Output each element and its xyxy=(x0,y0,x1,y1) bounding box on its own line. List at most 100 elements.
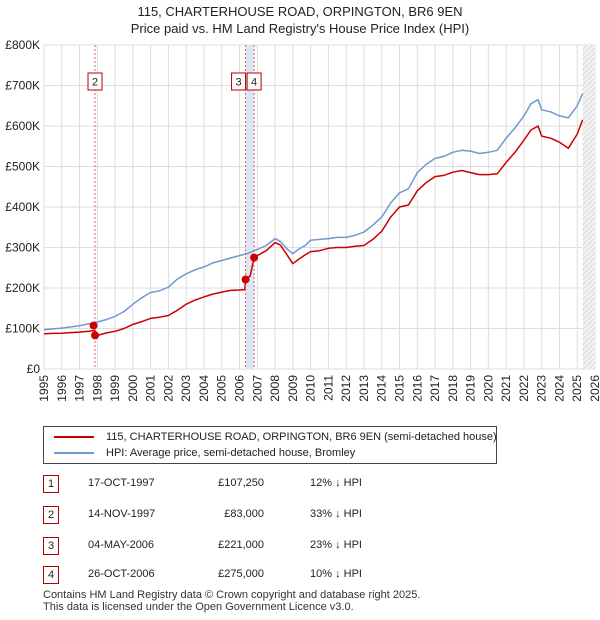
hatch-line xyxy=(582,97,595,111)
hatch-line xyxy=(582,307,595,321)
y-tick-label: £700K xyxy=(5,79,40,93)
transaction-price: £275,000 xyxy=(218,568,264,580)
y-tick-label: £300K xyxy=(5,241,40,255)
y-tick-label: £0 xyxy=(27,362,41,376)
transaction-badge: 3 xyxy=(43,537,59,555)
hatch-line xyxy=(582,347,595,361)
hatch-line xyxy=(582,47,595,61)
hatch-line xyxy=(582,302,595,316)
hatch-line xyxy=(582,172,595,186)
transaction-hpi-delta: 33% ↓ HPI xyxy=(310,508,362,520)
x-tick-label: 2016 xyxy=(410,375,424,402)
hatch-line xyxy=(582,317,595,331)
hatch-line xyxy=(582,227,595,241)
hatch-line xyxy=(582,247,595,261)
hatch-line xyxy=(582,287,595,301)
x-tick-label: 1996 xyxy=(55,375,69,402)
hatch-line xyxy=(582,112,595,126)
x-tick-label: 2021 xyxy=(499,375,513,402)
transaction-price: £107,250 xyxy=(218,477,264,489)
hatch-line xyxy=(582,257,595,271)
hatch-line xyxy=(582,292,595,306)
y-tick-label: £200K xyxy=(5,281,40,295)
highlight-band xyxy=(245,45,255,369)
transaction-hpi-delta: 23% ↓ HPI xyxy=(310,539,362,551)
hatch-line xyxy=(582,337,595,351)
legend-label-hpi: HPI: Average price, semi-detached house,… xyxy=(106,447,356,460)
future-hatch xyxy=(582,45,595,369)
x-tick-label: 2009 xyxy=(286,375,300,402)
hatch-line xyxy=(582,67,595,81)
series xyxy=(43,93,584,337)
x-tick-label: 2008 xyxy=(268,375,282,402)
hatch-line xyxy=(582,87,595,101)
hatch-line xyxy=(582,242,595,256)
sale-marker-badge xyxy=(87,72,103,91)
hpi-line xyxy=(43,93,584,331)
x-tick-label: 2002 xyxy=(161,375,175,402)
x-tick-label: 2004 xyxy=(197,375,211,402)
hatch-line xyxy=(582,162,595,176)
legend-item-property: 115, CHARTERHOUSE ROAD, ORPINGTON, BR6 9… xyxy=(54,429,497,445)
hatch-line xyxy=(582,262,595,276)
table-row: 4 26-OCT-2006 £275,000 10% ↓ HPI xyxy=(0,566,600,584)
hatch-line xyxy=(582,147,595,161)
x-tick-label: 2019 xyxy=(464,375,478,402)
hatch-line xyxy=(582,312,595,326)
transaction-hpi-delta: 10% ↓ HPI xyxy=(310,568,362,580)
property-price-line xyxy=(43,119,584,337)
hatch-line xyxy=(582,267,595,281)
legend-swatch-property xyxy=(54,436,94,439)
hatch-line xyxy=(582,187,595,201)
hatch-line xyxy=(582,352,595,366)
transaction-date: 26-OCT-2006 xyxy=(88,568,155,580)
chart-title-block: 115, CHARTERHOUSE ROAD, ORPINGTON, BR6 9… xyxy=(0,3,600,37)
sale-point xyxy=(91,331,100,340)
hatch-line xyxy=(588,362,595,369)
x-tick-label: 1995 xyxy=(37,375,51,402)
hatch-line xyxy=(582,92,595,106)
hatch-line xyxy=(582,297,595,311)
hatch-line xyxy=(582,232,595,246)
hatch-line xyxy=(582,282,595,296)
hatch-line xyxy=(582,152,595,166)
hatch-line xyxy=(583,357,595,369)
hatch-line xyxy=(582,57,595,71)
x-tick-label: 2014 xyxy=(375,375,389,402)
table-row: 3 04-MAY-2006 £221,000 23% ↓ HPI xyxy=(0,537,600,555)
x-tick-label: 2001 xyxy=(144,375,158,402)
x-tick-label: 2003 xyxy=(179,375,193,402)
transaction-price: £221,000 xyxy=(218,539,264,551)
hatch-line xyxy=(582,237,595,251)
table-row: 2 14-NOV-1997 £83,000 33% ↓ HPI xyxy=(0,506,600,524)
hatch-line xyxy=(582,157,595,171)
y-tick-label: £600K xyxy=(5,119,40,133)
y-tick-label: £400K xyxy=(5,200,40,214)
hatch-line xyxy=(582,327,595,341)
x-tick-label: 1998 xyxy=(90,375,104,402)
hatch-line xyxy=(582,217,595,231)
legend-swatch-hpi xyxy=(54,452,94,455)
hatch-line xyxy=(582,167,595,181)
x-tick-label: 2006 xyxy=(233,375,247,402)
x-tick-label: 2007 xyxy=(250,375,264,402)
hatch-line xyxy=(582,82,595,96)
hatch-line xyxy=(582,322,595,336)
hatch-line xyxy=(582,252,595,266)
sale-marker-label: 3 xyxy=(235,77,241,89)
x-tick-label: 2010 xyxy=(304,375,318,402)
legend-label-property: 115, CHARTERHOUSE ROAD, ORPINGTON, BR6 9… xyxy=(106,431,497,444)
highlight-band-rect xyxy=(245,45,255,369)
sale-point xyxy=(250,253,259,262)
hatch-line xyxy=(582,202,595,216)
hatch-line xyxy=(582,72,595,86)
x-tick-label: 2023 xyxy=(535,375,549,402)
hatch-line xyxy=(582,127,595,141)
sale-point xyxy=(89,321,98,330)
transaction-date: 14-NOV-1997 xyxy=(88,508,156,520)
axes: £0 £100K £200K £300K £400K £500K £600K £700K £80… xyxy=(5,38,600,402)
hatch-line xyxy=(582,207,595,221)
transaction-date: 17-OCT-1997 xyxy=(88,477,155,489)
hatch-line xyxy=(582,45,588,51)
